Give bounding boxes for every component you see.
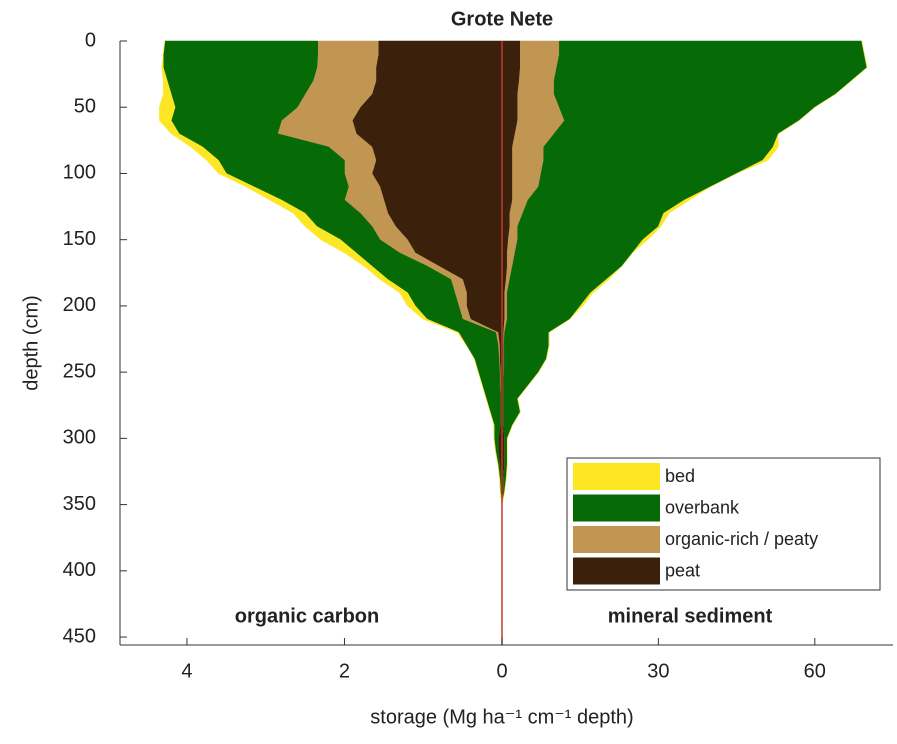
x-tick-label: 0 bbox=[496, 660, 507, 682]
chart-title: Grote Nete bbox=[451, 8, 553, 30]
y-tick-label: 0 bbox=[85, 29, 96, 51]
x-tick-label: 60 bbox=[804, 660, 826, 682]
y-tick-label: 50 bbox=[74, 96, 96, 118]
legend-label: bed bbox=[665, 466, 695, 486]
x-axis-label: storage (Mg ha⁻¹ cm⁻¹ depth) bbox=[370, 706, 633, 728]
legend-swatch bbox=[573, 557, 660, 585]
y-tick-label: 400 bbox=[63, 559, 96, 581]
legend-swatch bbox=[573, 526, 660, 553]
annotation: mineral sediment bbox=[608, 605, 773, 627]
y-tick-label: 300 bbox=[63, 427, 96, 449]
y-tick-label: 350 bbox=[63, 493, 96, 515]
y-tick-label: 200 bbox=[63, 294, 96, 316]
legend-label: organic-rich / peaty bbox=[665, 529, 818, 549]
y-tick-label: 100 bbox=[63, 162, 96, 184]
y-tick-label: 450 bbox=[63, 625, 96, 647]
legend-label: peat bbox=[665, 560, 700, 580]
y-axis-label: depth (cm) bbox=[20, 295, 42, 391]
legend-swatch bbox=[573, 494, 660, 522]
x-tick-label: 30 bbox=[647, 660, 669, 682]
legend-swatch bbox=[573, 463, 660, 490]
annotation: organic carbon bbox=[235, 605, 379, 627]
y-tick-label: 250 bbox=[63, 360, 96, 382]
x-tick-label: 4 bbox=[181, 660, 192, 682]
x-tick-label: 2 bbox=[339, 660, 350, 682]
y-tick-label: 150 bbox=[63, 228, 96, 250]
legend-label: overbank bbox=[665, 497, 740, 517]
